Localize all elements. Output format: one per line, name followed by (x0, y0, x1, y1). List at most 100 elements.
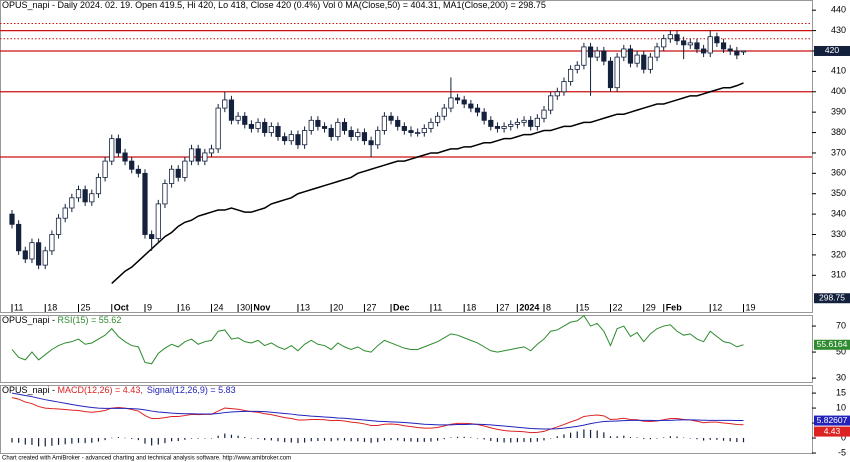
histogram-bar (397, 438, 399, 441)
histogram-bar (603, 432, 605, 439)
x-tick-label: 27 (499, 302, 509, 312)
histogram-bar (44, 438, 46, 447)
histogram-bar (722, 438, 725, 441)
x-tick-label: 2024 (519, 302, 539, 312)
y-tick-label: 15 (836, 387, 846, 397)
histogram-bar (84, 438, 86, 444)
candle-body (641, 54, 647, 70)
candle-body (242, 115, 248, 125)
candle-body (188, 148, 195, 162)
histogram-bar (357, 438, 359, 442)
y-tick-label: 320 (831, 249, 846, 259)
histogram-bar (383, 438, 385, 441)
candle-body (149, 234, 155, 239)
candle-body (129, 160, 135, 170)
candle-body (328, 128, 334, 138)
histogram-bar (742, 438, 745, 443)
y-tick-label: 380 (831, 127, 846, 137)
series-line (11, 314, 744, 365)
x-tick-label: 30 (240, 302, 250, 312)
panel-frame (0, 385, 813, 454)
candle-body (162, 183, 168, 205)
histogram-bar (137, 438, 139, 441)
candle-body (375, 130, 381, 146)
value-box (814, 426, 850, 437)
histogram-bar (716, 438, 718, 440)
histogram-bar (696, 438, 698, 440)
histogram-bar (709, 438, 711, 440)
histogram-bar (111, 437, 113, 439)
x-tick-label: 18 (47, 302, 57, 312)
value-box-label: 55.6164 (817, 339, 848, 349)
candle-body (168, 168, 175, 184)
candle-body (275, 126, 281, 138)
candle-body (541, 109, 547, 119)
y-tick-label: 50 (836, 346, 846, 356)
histogram-bar (663, 437, 665, 439)
y-tick-label: 70 (836, 320, 846, 330)
y-tick-label: 310 (831, 270, 846, 280)
candle-body (69, 197, 75, 209)
histogram-bar (290, 438, 292, 443)
histogram-bar (390, 438, 392, 441)
histogram-bar (437, 438, 439, 441)
histogram-bar (576, 431, 578, 439)
histogram-bar (184, 438, 186, 440)
candle-body (734, 50, 740, 56)
candle-body (481, 111, 487, 121)
histogram-bar (643, 438, 645, 439)
histogram-bar (656, 438, 658, 439)
candle-body (208, 148, 215, 154)
candle-body (707, 36, 713, 54)
histogram-bar (51, 438, 53, 446)
candle-body (122, 152, 128, 162)
value-box-label: 4.43 (824, 426, 841, 436)
candle-body (727, 48, 733, 52)
histogram-bar (669, 436, 671, 439)
value-box-label: 420 (825, 45, 839, 55)
histogram-bar (190, 438, 193, 439)
candle-body (361, 132, 368, 142)
histogram-bar (244, 437, 246, 439)
candle-body (55, 217, 62, 235)
histogram-bar (417, 438, 419, 442)
histogram-bar (277, 438, 279, 442)
x-tick-label: 22 (613, 302, 623, 312)
histogram-bar (563, 434, 565, 439)
candle-body (428, 121, 434, 129)
histogram-bar (71, 438, 73, 444)
histogram-bar (676, 436, 678, 439)
y-tick-label: 390 (831, 107, 846, 117)
histogram-bar (490, 438, 492, 442)
histogram-bar (496, 438, 499, 442)
candle-body (634, 54, 640, 64)
panel-title: OPUS_napi - MACD(12,26) = 4.43, Signal(12… (2, 385, 236, 395)
candle-body (268, 126, 274, 133)
candle-body (228, 99, 235, 121)
x-tick-label: Dec (393, 302, 410, 312)
histogram-bar (649, 438, 651, 440)
candle-body (222, 99, 228, 109)
candle-body (335, 121, 341, 138)
value-box (814, 415, 850, 426)
candle-body (740, 50, 747, 53)
histogram-bar (284, 438, 286, 443)
candle-body (182, 160, 188, 178)
candle-body (308, 119, 314, 131)
histogram-bar (257, 438, 259, 439)
value-box-label: 5.82607 (817, 415, 848, 425)
histogram-bar (330, 438, 332, 442)
histogram-bar (264, 438, 266, 441)
x-tick-label: 8 (546, 302, 551, 312)
histogram-bar (77, 438, 80, 443)
candle-body (102, 160, 108, 178)
histogram-bar (131, 438, 133, 439)
histogram-bar (323, 438, 326, 441)
panel-frame (0, 315, 813, 383)
candle-body (355, 132, 361, 138)
histogram-bar (151, 438, 153, 446)
candle-body (95, 177, 102, 195)
candle-body (215, 107, 221, 150)
candle-body (587, 46, 594, 58)
histogram-bar (377, 438, 379, 443)
